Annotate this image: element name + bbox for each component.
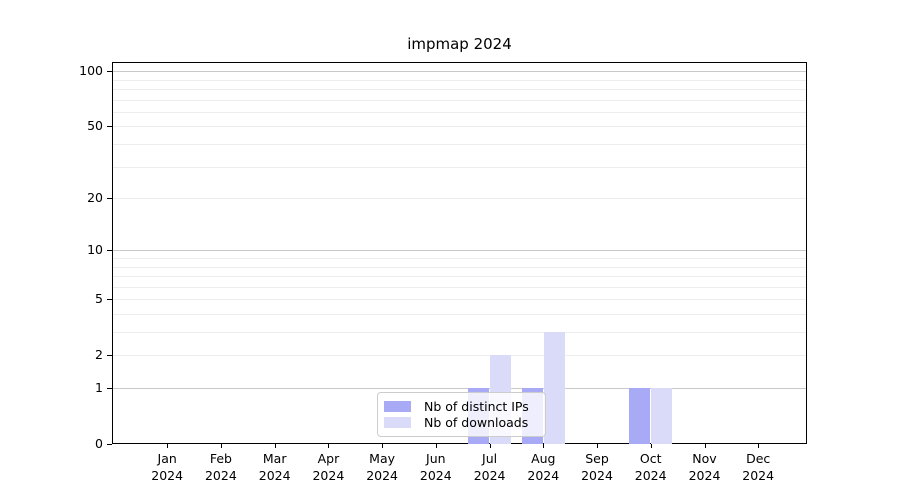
legend-label-distinct-ips: Nb of distinct IPs [424, 398, 529, 414]
y-tick-mark [107, 444, 112, 445]
x-axis-tick-label: Apr 2024 [300, 450, 356, 484]
x-tick-month: Nov [692, 451, 717, 466]
x-axis-tick-label: Jul 2024 [462, 450, 518, 484]
x-axis-tick-label: Mar 2024 [247, 450, 303, 484]
x-tick-year: 2024 [312, 468, 345, 483]
x-axis-tick-label: Sep 2024 [569, 450, 625, 484]
chart-title: impmap 2024 [407, 35, 512, 53]
y-axis-tick-label: 10 [87, 242, 103, 258]
x-axis-tick-label: May 2024 [354, 450, 410, 484]
x-tick-month: Oct [639, 451, 662, 466]
x-tick-year: 2024 [742, 468, 775, 483]
y-axis-tick-label: 2 [95, 347, 103, 363]
x-axis-tick-label: Feb 2024 [193, 450, 249, 484]
x-tick-month: Sep [585, 451, 609, 466]
x-tick-mark [328, 444, 330, 448]
x-tick-mark [435, 444, 437, 448]
x-tick-mark [489, 444, 491, 448]
y-axis-tick-label: 20 [87, 190, 103, 206]
x-tick-year: 2024 [634, 468, 667, 483]
x-tick-year: 2024 [419, 468, 452, 483]
y-axis-tick-label: 50 [87, 118, 103, 134]
x-tick-mark [543, 444, 545, 448]
x-tick-year: 2024 [151, 468, 184, 483]
x-tick-mark [650, 444, 652, 448]
x-tick-year: 2024 [204, 468, 237, 483]
x-tick-month: Jul [482, 451, 498, 466]
x-axis-tick-label: Aug 2024 [515, 450, 571, 484]
y-axis-tick-label: 5 [95, 291, 103, 307]
x-tick-year: 2024 [688, 468, 721, 483]
x-tick-month: May [369, 451, 396, 466]
legend-item-distinct-ips: Nb of distinct IPs [384, 398, 539, 414]
plot-area [112, 62, 807, 444]
x-tick-mark [382, 444, 384, 448]
x-tick-year: 2024 [581, 468, 613, 483]
x-tick-year: 2024 [527, 468, 560, 483]
x-tick-month: Aug [531, 451, 556, 466]
x-tick-year: 2024 [258, 468, 291, 483]
x-tick-mark [758, 444, 760, 448]
x-tick-year: 2024 [366, 468, 398, 483]
x-axis-tick-label: Jan 2024 [139, 450, 195, 484]
x-axis-tick-label: Jun 2024 [408, 450, 464, 484]
x-tick-month: Apr [317, 451, 340, 466]
x-tick-mark [220, 444, 222, 448]
x-axis-tick-label: Dec 2024 [730, 450, 786, 484]
x-tick-month: Dec [746, 451, 771, 466]
x-tick-month: Jan [157, 451, 177, 466]
x-tick-year: 2024 [473, 468, 506, 483]
x-tick-mark [597, 444, 598, 448]
y-axis-tick-label: 1 [95, 380, 103, 395]
legend: Nb of distinct IPs Nb of downloads [377, 392, 546, 437]
x-tick-month: Mar [262, 451, 287, 466]
legend-swatch-downloads [384, 417, 411, 429]
x-tick-month: Jun [426, 451, 446, 466]
legend-item-downloads: Nb of downloads [384, 415, 539, 431]
x-axis-tick-label: Oct 2024 [623, 450, 679, 484]
x-tick-mark [704, 444, 706, 448]
y-axis-tick-label: 0 [95, 436, 103, 451]
x-axis-tick-label: Nov 2024 [677, 450, 733, 484]
legend-swatch-distinct-ips [384, 400, 411, 412]
x-tick-mark [167, 444, 169, 448]
x-tick-mark [274, 444, 276, 448]
legend-label-downloads: Nb of downloads [424, 415, 529, 431]
y-axis-tick-label: 100 [79, 63, 103, 79]
x-tick-month: Feb [209, 451, 232, 466]
